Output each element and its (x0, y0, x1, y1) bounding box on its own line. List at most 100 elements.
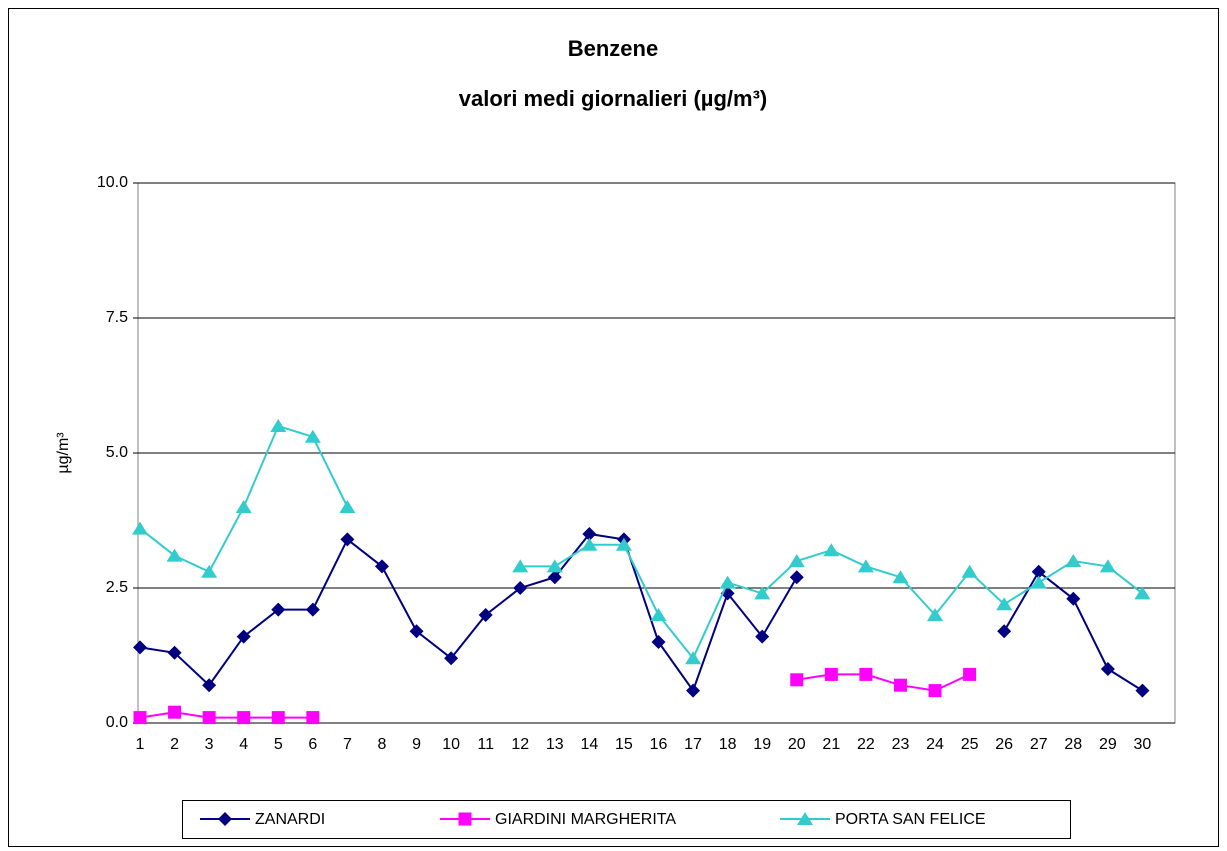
data-point (340, 532, 355, 547)
data-point (997, 624, 1012, 639)
data-point (789, 570, 804, 585)
legend-label: ZANARDI (255, 811, 325, 828)
chart-title: Benzene (568, 36, 658, 61)
x-tick-label: 18 (719, 736, 737, 753)
x-tick-label: 1 (136, 736, 145, 753)
data-point (133, 640, 147, 655)
data-point (237, 711, 251, 725)
x-tick-label: 9 (412, 736, 421, 753)
y-tick-label: 10.0 (97, 174, 128, 191)
data-point (1030, 575, 1047, 589)
x-tick-label: 27 (1030, 736, 1048, 753)
data-point (166, 548, 183, 562)
data-point (961, 564, 978, 578)
data-point (790, 673, 804, 687)
data-point (1100, 662, 1115, 676)
y-tick-label: 0.0 (106, 714, 128, 731)
y-tick-label: 2.5 (106, 579, 128, 596)
data-point (306, 711, 320, 725)
data-point (1135, 683, 1150, 698)
data-point (996, 597, 1013, 611)
data-point (304, 429, 321, 443)
data-point (823, 543, 840, 557)
x-tick-label: 4 (239, 736, 248, 753)
data-point (927, 608, 944, 621)
data-point (270, 419, 287, 432)
data-point (236, 629, 251, 644)
x-tick-label: 11 (477, 736, 494, 753)
data-point (235, 500, 252, 513)
data-point (478, 608, 493, 622)
data-point (1065, 554, 1082, 567)
data-point (201, 564, 218, 578)
x-tick-label: 16 (650, 736, 668, 753)
data-point (788, 554, 805, 567)
x-tick-label: 8 (378, 736, 387, 753)
x-tick-label: 17 (684, 736, 702, 753)
data-point (581, 537, 598, 551)
legend-box (182, 800, 1071, 839)
data-point (167, 645, 182, 660)
data-point (754, 586, 771, 600)
data-point (513, 581, 528, 595)
data-point (339, 500, 356, 513)
data-point (963, 667, 977, 681)
data-point (202, 678, 217, 693)
x-tick-label: 19 (753, 736, 771, 753)
data-point (651, 635, 666, 649)
x-tick-label: 22 (857, 736, 875, 753)
x-tick-label: 21 (822, 736, 840, 753)
data-point (755, 629, 770, 644)
x-tick-label: 15 (615, 736, 633, 753)
data-point (168, 705, 182, 719)
data-point (305, 602, 320, 617)
data-point (615, 537, 632, 551)
x-tick-label: 24 (926, 736, 944, 753)
x-tick-label: 29 (1099, 736, 1117, 753)
data-point (409, 624, 424, 639)
y-axis-label: µg/m³ (55, 432, 72, 474)
legend-marker (797, 812, 813, 825)
x-tick-label: 26 (995, 736, 1013, 753)
legend-label: PORTA SAN FELICE (835, 811, 986, 828)
data-point (1066, 591, 1081, 606)
data-point (686, 683, 701, 698)
data-point (546, 559, 563, 573)
data-point (824, 667, 838, 681)
chart-subtitle: valori medi giornalieri (µg/m³) (459, 86, 768, 111)
x-tick-label: 10 (442, 736, 460, 753)
data-point (893, 678, 907, 692)
data-point (859, 667, 873, 681)
legend-marker (218, 812, 232, 826)
x-tick-label: 25 (961, 736, 979, 753)
x-tick-label: 12 (511, 736, 529, 753)
data-point (374, 559, 389, 574)
data-point (1031, 564, 1046, 579)
x-tick-label: 14 (580, 736, 598, 753)
x-tick-label: 20 (788, 736, 806, 753)
x-tick-label: 28 (1064, 736, 1082, 753)
data-point (928, 684, 942, 698)
data-point (202, 711, 216, 725)
x-tick-label: 2 (170, 736, 179, 753)
x-tick-label: 6 (308, 736, 317, 753)
data-point (719, 575, 736, 589)
data-point (650, 608, 667, 621)
data-point (444, 651, 459, 666)
legend-marker (458, 812, 472, 826)
data-point (512, 559, 529, 573)
legend-label: GIARDINI MARGHERITA (495, 811, 676, 828)
x-tick-label: 7 (343, 736, 352, 753)
x-tick-label: 3 (205, 736, 214, 753)
data-point (857, 559, 874, 573)
data-point (892, 570, 909, 584)
y-tick-label: 7.5 (106, 309, 128, 326)
data-point (582, 527, 597, 541)
data-point (132, 521, 148, 535)
data-point (133, 711, 147, 725)
data-point (271, 602, 286, 617)
data-point (1134, 586, 1151, 600)
y-tick-label: 5.0 (106, 444, 128, 461)
x-tick-label: 13 (546, 736, 564, 753)
